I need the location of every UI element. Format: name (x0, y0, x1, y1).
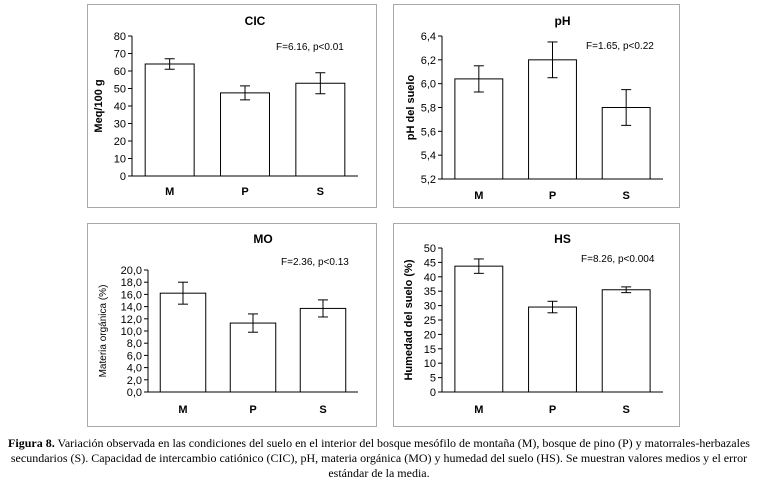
mo-y-tick-label: 16,0 (121, 289, 142, 301)
mo-y-tick-label: 0,0 (127, 387, 142, 399)
chart-panel-hs: HS 0 5 10 15 20 25 30 35 40 45 50 Humedad del suelo … (393, 223, 680, 427)
mo-bar-S (299, 307, 347, 393)
ph-y-tick-label: 6,0 (421, 79, 436, 91)
mo-y-tick-label: 14,0 (121, 302, 142, 314)
hs-y-tick-label: 45 (424, 257, 436, 269)
mo-y-tick-label: 20,0 (121, 265, 142, 277)
cic-bar-S (295, 82, 346, 177)
chart-panel-cic: CIC 0 10 20 30 40 50 60 70 80 Meq/100 g M P S F=6.16, … (87, 4, 377, 208)
mo-stat-annotation: F=2.36, p<0.13 (281, 257, 349, 268)
mo-y-tick-label: 10,0 (121, 326, 142, 338)
mo-y-tick-label: 8,0 (127, 338, 142, 350)
cic-stat-annotation: F=6.16, p<0.01 (276, 42, 344, 53)
ph-y-tick-label: 5,4 (421, 150, 436, 162)
cic-y-tick-label: 10 (114, 154, 126, 166)
mo-y-axis-label: Materia orgánica (%) (98, 285, 109, 378)
ph-y-tick-label: 6,4 (421, 31, 436, 43)
hs-category-label: S (622, 404, 629, 416)
hs-y-tick-label: 0 (430, 387, 436, 399)
mo-y-tick-label: 18,0 (121, 277, 142, 289)
ph-chart-title: pH (555, 14, 571, 28)
hs-category-label: M (474, 404, 483, 416)
cic-y-tick-label: 60 (114, 66, 126, 78)
ph-category-label: S (622, 190, 629, 202)
hs-chart-title: HS (554, 232, 571, 246)
cic-y-tick-label: 0 (120, 171, 126, 183)
hs-y-tick-label: 30 (424, 301, 436, 313)
mo-y-tick-label: 2,0 (127, 375, 142, 387)
mo-y-tick-label: 12,0 (121, 314, 142, 326)
cic-y-tick-label: 50 (114, 84, 126, 96)
hs-stat-annotation: F=8.26, p<0.004 (581, 254, 655, 265)
hs-y-tick-label: 25 (424, 315, 436, 327)
hs-y-tick-label: 40 (424, 272, 436, 284)
cic-y-tick-label: 20 (114, 136, 126, 148)
ph-y-axis-label: pH del suelo (405, 75, 417, 141)
ph-stat-annotation: F=1.65, p<0.22 (586, 41, 654, 52)
hs-bar-P (528, 306, 577, 393)
hs-y-tick-label: 5 (430, 373, 436, 385)
cic-bar-M (144, 63, 195, 177)
ph-chart-svg: pH 5,2 5,4 5,6 5,8 6,0 6,2 6,4 pH del suelo M P S F=… (405, 14, 663, 202)
mo-y-tick-label: 4,0 (127, 363, 142, 375)
figure-caption: Figura 8. Variación observada en las con… (4, 436, 754, 481)
mo-y-tick-label: 6,0 (127, 350, 142, 362)
hs-y-tick-label: 35 (424, 286, 436, 298)
hs-y-tick-label: 50 (424, 243, 436, 255)
ph-y-tick-label: 5,2 (421, 174, 436, 186)
mo-chart-title: MO (253, 232, 272, 246)
hs-bar-M (454, 265, 504, 393)
hs-y-tick-label: 10 (424, 358, 436, 370)
cic-y-tick-label: 30 (114, 119, 126, 131)
hs-y-tick-label: 20 (424, 329, 436, 341)
ph-category-label: M (474, 190, 483, 202)
mo-category-label: P (249, 404, 256, 416)
cic-y-tick-label: 70 (114, 49, 126, 61)
cic-category-label: S (317, 186, 324, 198)
ph-y-tick-label: 6,2 (421, 55, 436, 67)
ph-bar-M (454, 78, 504, 180)
cic-chart-title: CIC (245, 14, 266, 28)
hs-y-tick-label: 15 (424, 344, 436, 356)
hs-bar-S (601, 289, 651, 393)
cic-category-label: P (241, 186, 248, 198)
cic-chart-svg: CIC 0 10 20 30 40 50 60 70 80 Meq/100 g M P S F=6.16, … (93, 14, 358, 198)
cic-y-tick-label: 80 (114, 31, 126, 43)
ph-y-tick-label: 5,6 (421, 126, 436, 138)
cic-bar-P (220, 92, 270, 177)
cic-category-label: M (165, 186, 174, 198)
ph-bar-P (528, 59, 577, 180)
mo-bar-M (159, 292, 207, 393)
cic-y-tick-label: 40 (114, 101, 126, 113)
ph-y-tick-label: 5,8 (421, 103, 436, 115)
ph-category-label: P (549, 190, 556, 202)
mo-chart-svg: MO 0,02,04,06,08,010,012,014,016,018,020,… (98, 232, 358, 416)
caption-label: Figura 8. (8, 436, 55, 450)
mo-category-label: M (178, 404, 187, 416)
hs-y-axis-label: Humedad del suelo (%) (403, 259, 415, 380)
chart-panel-mo: MO 0,0 2,0 4,0 6,0 8,0 10,0 12,0 14,0 16,0 18,0 20,… (87, 223, 377, 427)
hs-category-label: P (549, 404, 556, 416)
chart-panel-ph: pH 5,2 5,4 5,6 5,8 6,0 6,2 6,4 pH del suelo M P S F=… (393, 4, 680, 208)
mo-category-label: S (319, 404, 326, 416)
cic-y-axis-label: Meq/100 g (93, 79, 105, 132)
mo-bar-P (229, 322, 277, 393)
caption-text: Variación observada en las condiciones d… (10, 436, 750, 480)
hs-chart-svg: HS 0 5 10 15 20 25 30 35 40 45 50 Humedad del suelo … (403, 232, 663, 416)
